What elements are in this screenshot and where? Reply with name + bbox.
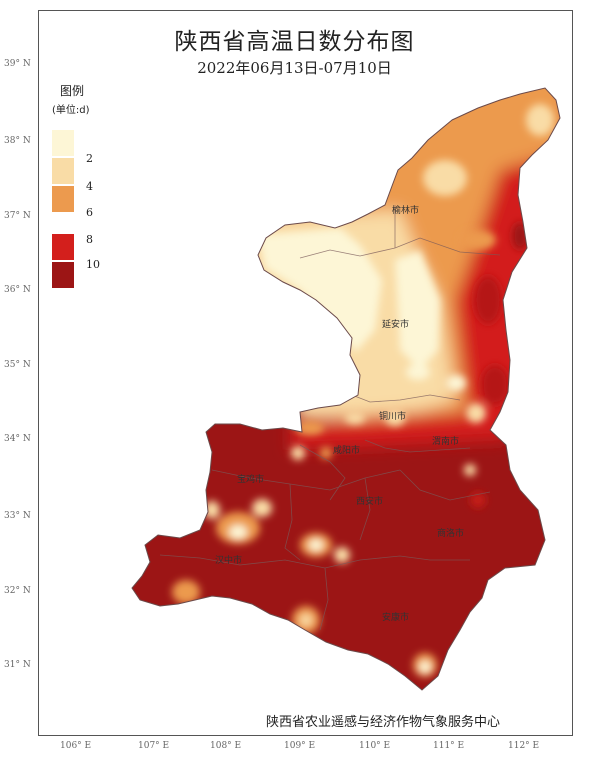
prefecture-boundaries [159, 205, 501, 631]
city-label-xian: 西安市 [356, 495, 383, 507]
city-label-shangluo: 商洛市 [437, 527, 464, 539]
lat-label-36: 36° N [4, 285, 31, 295]
map-subtitle: 2022年06月13日-07月10日 [197, 59, 392, 77]
lon-label-110: 110° E [359, 741, 391, 751]
legend-label-2: 2 [86, 152, 93, 165]
city-label-ankang: 安康市 [382, 611, 409, 623]
lat-label-37: 37° N [4, 211, 31, 221]
lat-label-33: 33° N [4, 511, 31, 521]
legend-swatch-4 [52, 158, 74, 184]
lon-label-108: 108° E [210, 741, 242, 751]
city-label-tongchuan: 铜川市 [379, 410, 406, 422]
map-title: 陕西省高温日数分布图 [174, 29, 415, 55]
lat-label-38: 38° N [4, 136, 31, 146]
lon-label-109: 109° E [284, 741, 316, 751]
city-label-baoji: 宝鸡市 [237, 473, 264, 485]
lon-label-107: 107° E [138, 741, 170, 751]
lon-label-111: 111° E [433, 741, 465, 751]
lat-label-32: 32° N [4, 586, 31, 596]
legend-swatch-10 [52, 262, 74, 288]
lat-label-39: 39° N [4, 59, 31, 69]
legend-label-6: 6 [86, 206, 93, 219]
lat-label-34: 34° N [4, 434, 31, 444]
credit-text: 陕西省农业遥感与经济作物气象服务中心 [266, 715, 501, 730]
legend-label-4: 4 [86, 180, 93, 193]
legend-swatch-8 [52, 234, 74, 260]
legend-label-10: 10 [86, 258, 100, 271]
legend-title: 图例 [60, 84, 85, 98]
legend-label-8: 8 [86, 233, 93, 246]
city-label-xianyang: 咸阳市 [333, 444, 360, 456]
lon-label-112: 112° E [508, 741, 540, 751]
lat-label-35: 35° N [4, 360, 31, 370]
lat-label-31: 31° N [4, 660, 31, 670]
legend-swatch-2 [52, 130, 74, 156]
city-label-weinan: 渭南市 [432, 435, 459, 447]
province-outline [131, 87, 561, 691]
lon-label-106: 106° E [60, 741, 92, 751]
legend-swatch-6 [52, 186, 74, 212]
legend-unit: (单位:d) [52, 105, 90, 116]
city-label-hanzhong: 汉中市 [215, 554, 242, 566]
city-label-yanan: 延安市 [382, 318, 409, 330]
city-label-yulin: 榆林市 [392, 204, 419, 216]
